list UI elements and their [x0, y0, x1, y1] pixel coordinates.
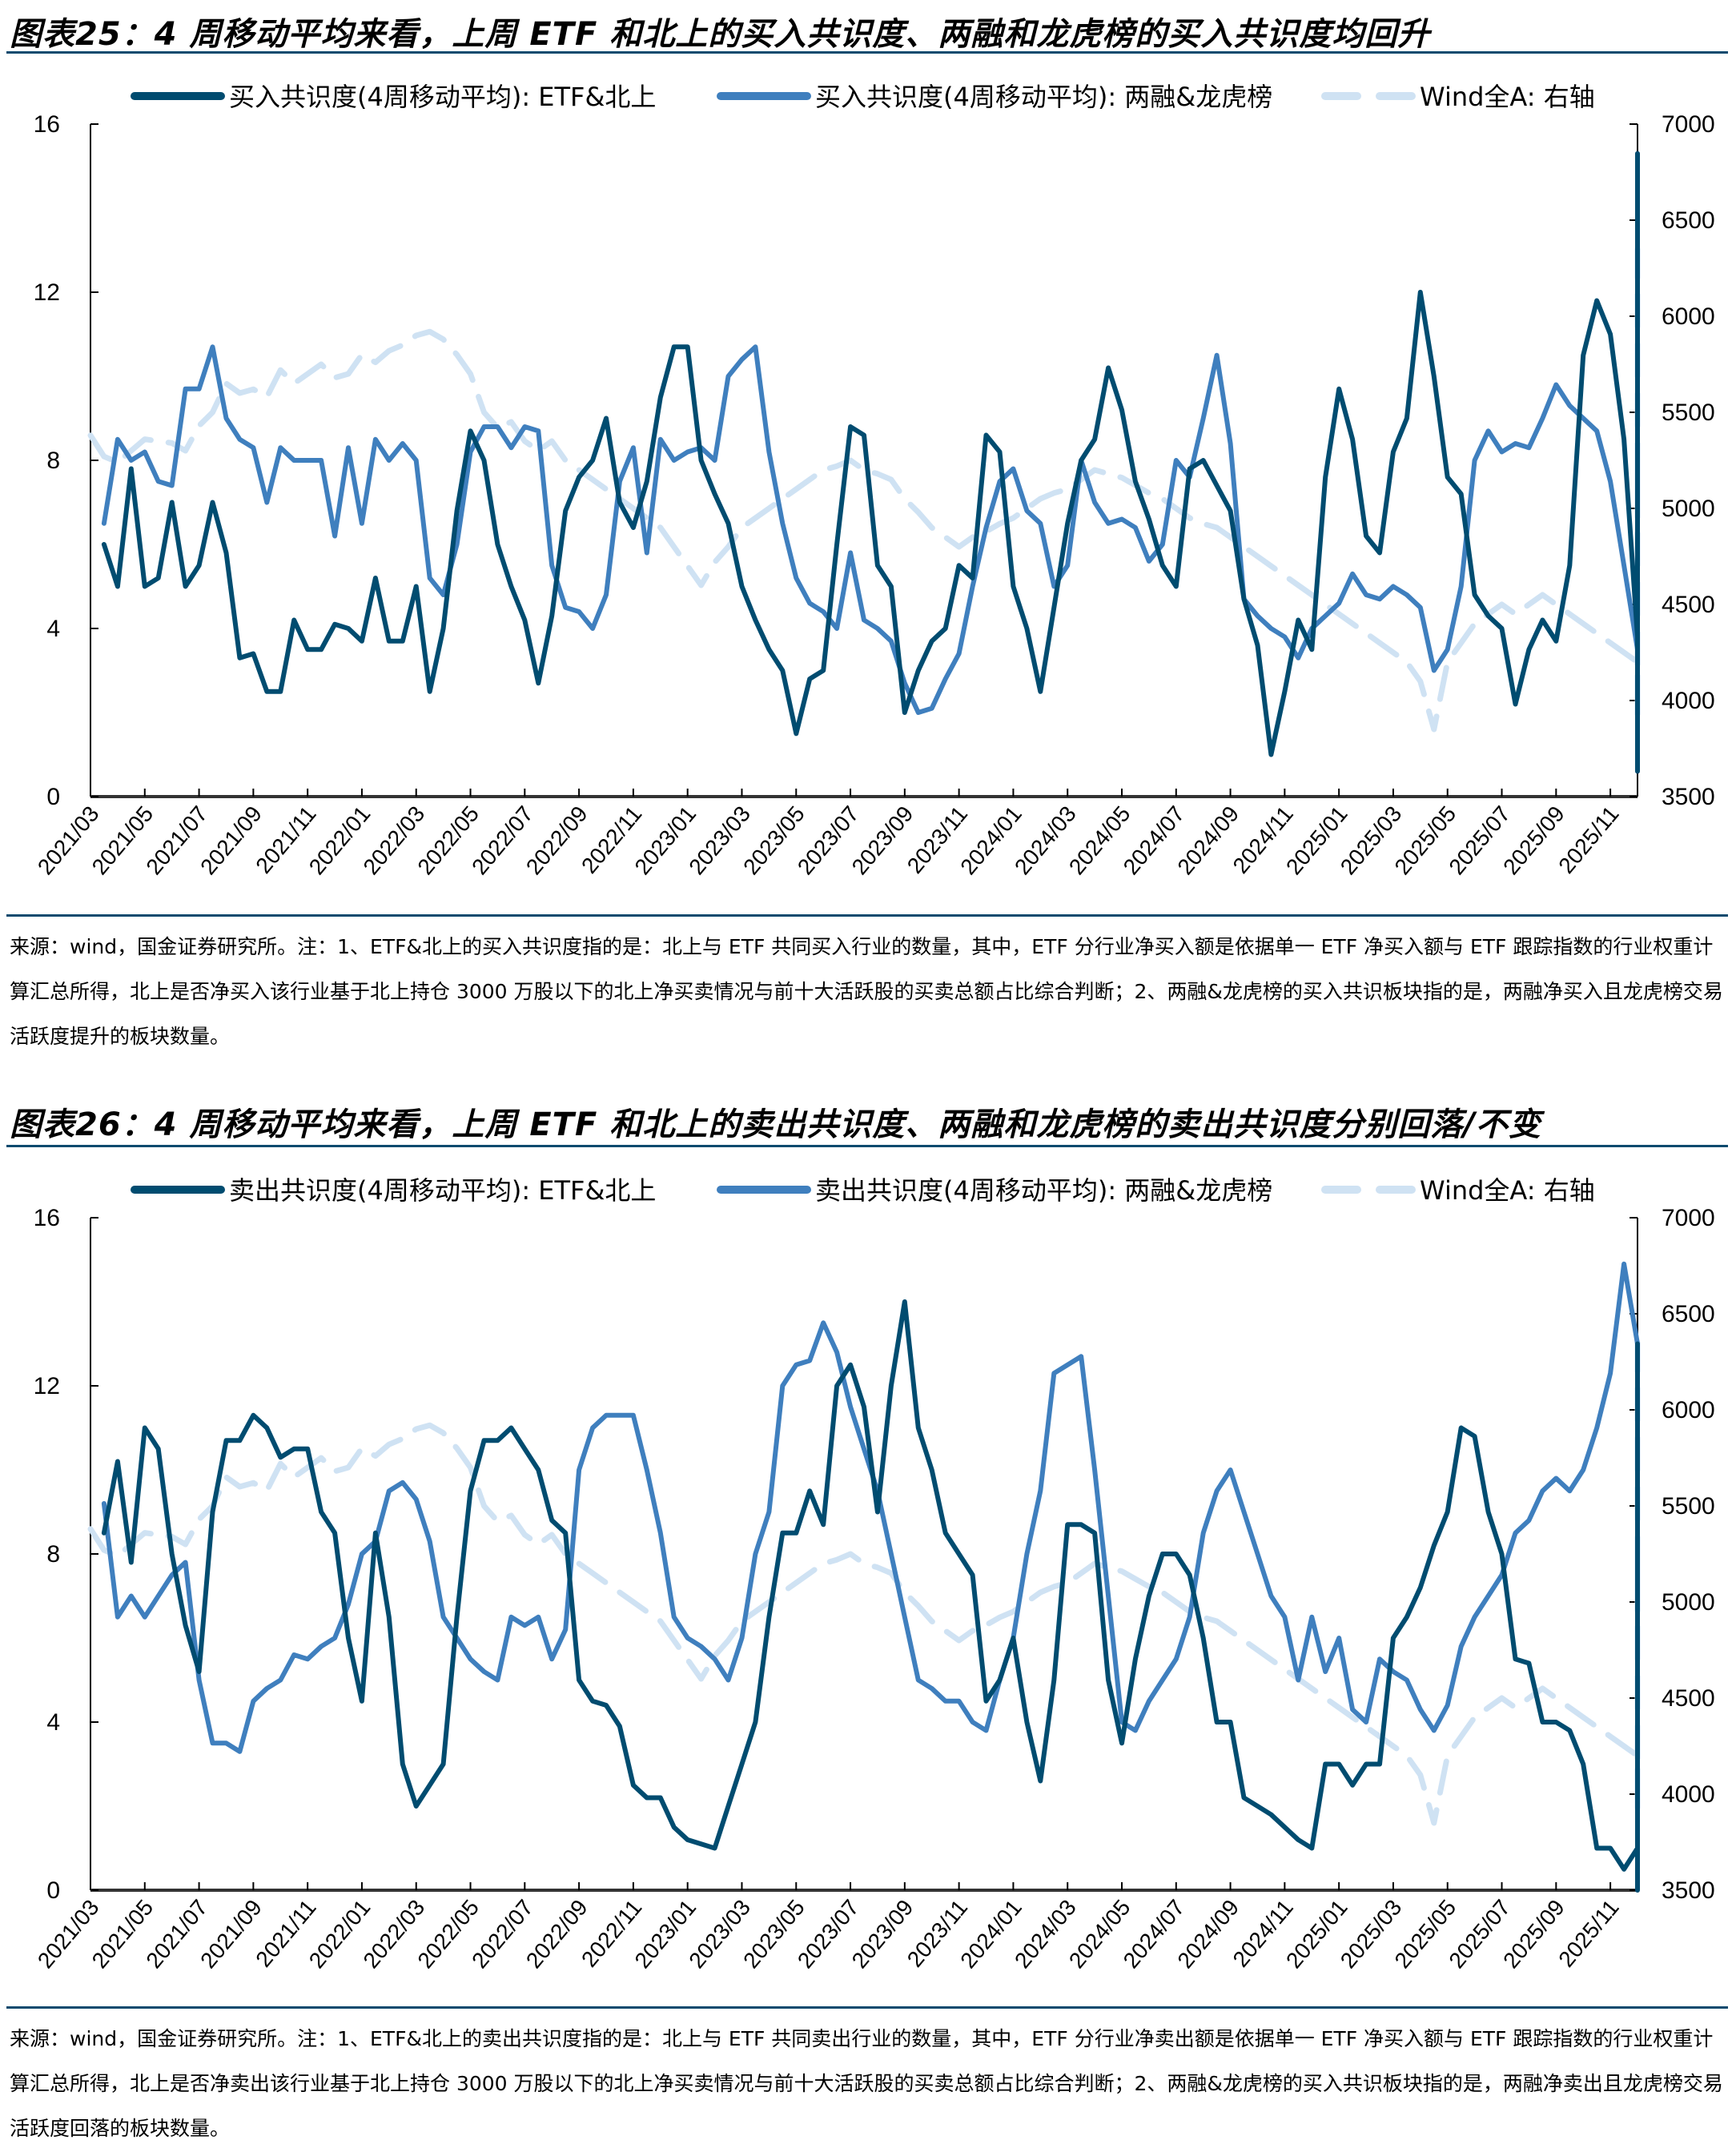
figure-26-note: 来源：wind，国金证券研究所。注：1、ETF&北上的卖出共识度指的是：北上与 …: [10, 2027, 1723, 2140]
y2-tick-label: 5000: [1662, 496, 1715, 522]
y2-tick-label: 6500: [1662, 1301, 1715, 1327]
series-line-0: [101, 151, 1640, 774]
y2-tick-label: 7000: [1662, 1205, 1715, 1231]
y2-tick-label: 3500: [1662, 1877, 1715, 1904]
y2-tick-label: 6500: [1662, 207, 1715, 234]
y-tick-label: 0: [46, 1877, 60, 1904]
y-tick-label: 12: [34, 1373, 60, 1399]
series-line-0: [101, 1299, 1640, 1893]
y2-tick-label: 5500: [1662, 399, 1715, 426]
y-tick-label: 4: [46, 616, 60, 642]
legend-label: 卖出共识度(4周移动平均): ETF&北上: [229, 1175, 656, 1206]
legend-label: Wind全A: 右轴: [1420, 1175, 1595, 1206]
legend-label: 买入共识度(4周移动平均): ETF&北上: [229, 82, 656, 112]
chart-26: 0 4 8 12 16 3500 4000 4500 5000 5500 6000 6500 7000 2…: [33, 1175, 1715, 1973]
legend-label: 卖出共识度(4周移动平均): 两融&龙虎榜: [815, 1175, 1272, 1206]
y2-tick-label: 7000: [1662, 111, 1715, 138]
y2-tick-label: 5500: [1662, 1493, 1715, 1520]
series-line-2: [87, 240, 1641, 733]
title-rule: [6, 1145, 1728, 1147]
y-tick-label: 16: [34, 111, 60, 138]
figure-26-title: 图表26：4 周移动平均来看，上周 ETF 和北上的卖出共识度、两融和龙虎榜的卖…: [10, 1106, 1541, 1143]
x-tick-label: 2025/11: [1553, 801, 1623, 878]
y2-tick-label: 3500: [1662, 784, 1715, 810]
legend-label: 买入共识度(4周移动平均): 两融&龙虎榜: [815, 82, 1272, 112]
y2-tick-label: 4000: [1662, 1781, 1715, 1808]
figure-25-title: 图表25：4 周移动平均来看，上周 ETF 和北上的买入共识度、两融和龙虎榜的买…: [10, 16, 1431, 53]
y-tick-label: 16: [34, 1205, 60, 1231]
y2-tick-label: 5000: [1662, 1589, 1715, 1616]
series-line-1: [101, 163, 1640, 737]
y-tick-label: 4: [46, 1709, 60, 1736]
y2-tick-label: 6000: [1662, 1397, 1715, 1423]
note-rule: [6, 2006, 1728, 2009]
y-tick-label: 8: [46, 448, 60, 474]
y-tick-label: 8: [46, 1541, 60, 1568]
chart-25: 0 4 8 12 16 3500 4000 4500 5000 5500 6000 6500 7000 2…: [33, 82, 1715, 879]
y-tick-label: 12: [34, 279, 60, 306]
y2-tick-label: 4500: [1662, 1685, 1715, 1712]
y2-tick-label: 4000: [1662, 688, 1715, 714]
title-rule: [6, 51, 1728, 54]
figure-25-note: 来源：wind，国金证券研究所。注：1、ETF&北上的买入共识度指的是：北上与 …: [10, 935, 1723, 1048]
y2-tick-label: 4500: [1662, 592, 1715, 618]
y2-tick-label: 6000: [1662, 303, 1715, 330]
y-tick-label: 0: [46, 784, 60, 810]
legend-label: Wind全A: 右轴: [1420, 82, 1595, 112]
note-rule: [6, 914, 1728, 917]
x-tick-label: 2025/11: [1553, 1895, 1623, 1972]
